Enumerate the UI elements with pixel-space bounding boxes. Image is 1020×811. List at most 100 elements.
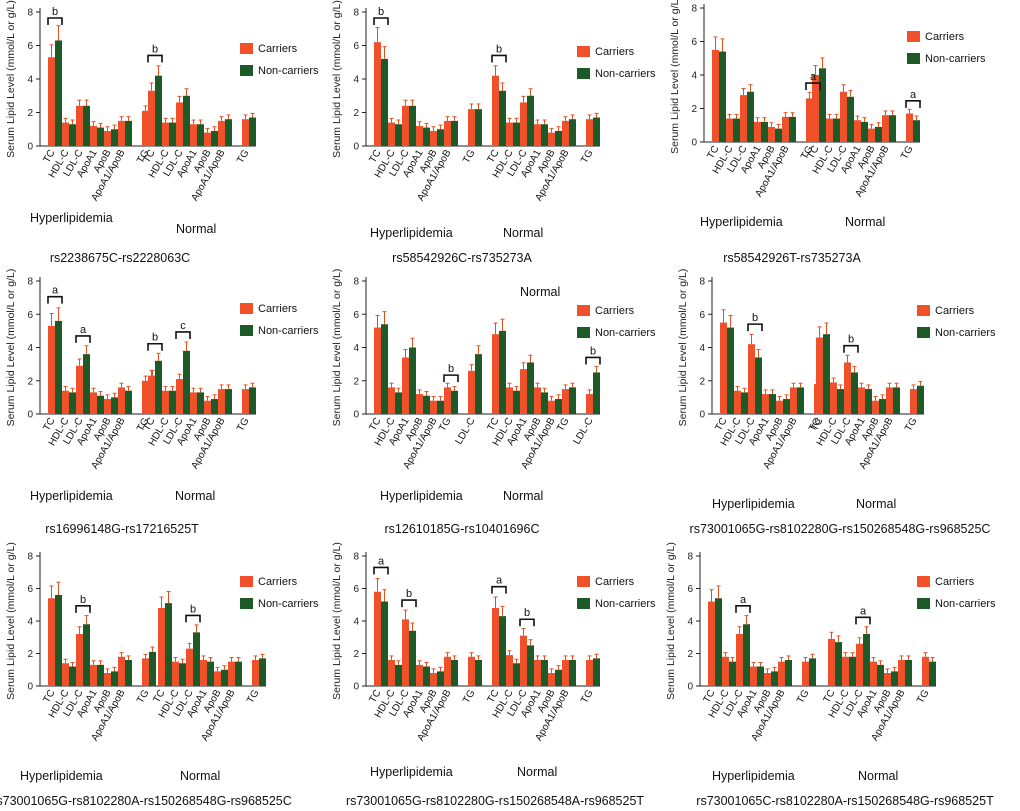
bar-carriers <box>748 344 755 414</box>
bar-carriers <box>768 126 775 142</box>
bar-non-carriers <box>715 598 722 686</box>
group-label: Hyperlipidemia <box>712 497 795 511</box>
panel-title-4: rs16996148G-rs17216525T <box>45 522 199 536</box>
bar-carriers <box>826 118 833 142</box>
bar-carriers <box>740 95 747 142</box>
bar-non-carriers <box>891 671 898 686</box>
group-label: Normal <box>180 769 220 783</box>
significance-label: a <box>496 575 503 587</box>
bar-non-carriers <box>125 120 132 146</box>
bar-carriers <box>218 389 225 414</box>
significance-bracket <box>175 331 191 339</box>
bar-carriers <box>870 661 877 686</box>
group-label: Normal <box>845 215 885 229</box>
bar-carriers <box>868 128 875 142</box>
significance-bracket <box>747 323 763 332</box>
bar-non-carriers <box>169 390 176 414</box>
bar-non-carriers <box>755 357 762 414</box>
x-tick-label: TG <box>795 688 812 706</box>
group-label: Hyperlipidemia <box>370 226 453 240</box>
bar-carriers <box>722 656 729 686</box>
significance-bracket <box>47 295 63 304</box>
bar-carriers <box>374 591 381 686</box>
bar-non-carriers <box>475 354 482 414</box>
legend-swatch-carriers <box>240 43 253 54</box>
significance-label: b <box>752 312 758 324</box>
bar-non-carriers <box>197 124 204 146</box>
bar-carriers <box>750 666 757 686</box>
y-axis-label: Serum Lipid Level (mmol/L or g/L) <box>5 0 17 158</box>
legend-label: Non-carriers <box>935 598 996 610</box>
significance-label: a <box>910 89 917 101</box>
bar-non-carriers <box>879 399 886 414</box>
significance-bracket <box>47 17 63 25</box>
bar-carriers <box>734 390 741 414</box>
panel-title-9: rs73001065C-rs8102280A-rs150268548G-rs96… <box>696 794 994 808</box>
legend-label: Non-carriers <box>258 325 319 337</box>
significance-bracket <box>75 335 91 343</box>
bar-non-carriers <box>835 642 842 686</box>
bar-non-carriers <box>437 671 444 686</box>
bar-carriers <box>764 673 771 686</box>
bar-non-carriers <box>197 392 204 414</box>
bar-non-carriers <box>847 96 854 142</box>
significance-label: b <box>448 363 454 375</box>
significance-bracket <box>401 599 417 608</box>
significance-bracket <box>905 100 921 108</box>
significance-label: b <box>496 43 502 55</box>
significance-label: b <box>80 594 86 606</box>
bar-non-carriers <box>249 117 256 146</box>
bar-carriers <box>492 75 499 146</box>
bar-non-carriers <box>865 389 872 414</box>
bar-carriers <box>416 125 423 146</box>
bar-non-carriers <box>409 630 416 686</box>
group-label: Normal <box>858 769 898 783</box>
bar-non-carriers <box>569 387 576 414</box>
significance-bracket <box>735 605 751 613</box>
bar-non-carriers <box>917 385 924 414</box>
legend-label: Non-carriers <box>595 598 656 610</box>
bar-carriers <box>104 130 111 146</box>
bar-carriers <box>388 660 395 686</box>
group-label: Hyperlipidemia <box>20 769 103 783</box>
x-tick-label: TG <box>135 688 152 706</box>
significance-bracket <box>373 566 389 575</box>
significance-bracket <box>805 82 821 91</box>
y-tick-label: 0 <box>27 682 33 693</box>
significance-bracket <box>585 356 601 365</box>
bar-non-carriers <box>221 669 228 686</box>
bar-non-carriers <box>593 117 600 146</box>
bar-non-carriers <box>729 661 736 686</box>
bar-carriers <box>534 660 541 686</box>
bar-carriers <box>534 124 541 146</box>
group-label: Hyperlipidemia <box>700 215 783 229</box>
bar-carriers <box>884 673 891 686</box>
legend-swatch-carriers <box>917 576 930 587</box>
bar-carriers <box>190 392 197 414</box>
bar-non-carriers <box>409 347 416 414</box>
significance-label: b <box>406 588 412 600</box>
y-axis-label: Serum Lipid Level (mmol/L or g/L) <box>331 542 343 700</box>
significance-label: b <box>524 607 530 619</box>
bar-carriers <box>148 375 155 414</box>
x-tick-label: TG <box>461 148 478 166</box>
bar-non-carriers <box>527 95 534 146</box>
legend-swatch-carriers <box>240 576 253 587</box>
significance-label: c <box>180 320 186 332</box>
bar-carriers <box>416 394 423 414</box>
bar-non-carriers <box>55 40 62 146</box>
significance-label: a <box>80 324 87 336</box>
bar-carriers <box>76 365 83 414</box>
bar-non-carriers <box>913 120 920 142</box>
bar-carriers <box>712 49 719 142</box>
bar-carriers <box>762 394 769 414</box>
legend-swatch-carriers <box>240 303 253 314</box>
legend-swatch-carriers <box>577 576 590 587</box>
bar-non-carriers <box>55 320 62 414</box>
bar-carriers <box>548 400 555 414</box>
panel-title-6: rs73001065G-rs8102280G-rs150268548G-rs96… <box>689 522 991 536</box>
bar-carriers <box>190 124 197 146</box>
bar-non-carriers <box>499 616 506 686</box>
